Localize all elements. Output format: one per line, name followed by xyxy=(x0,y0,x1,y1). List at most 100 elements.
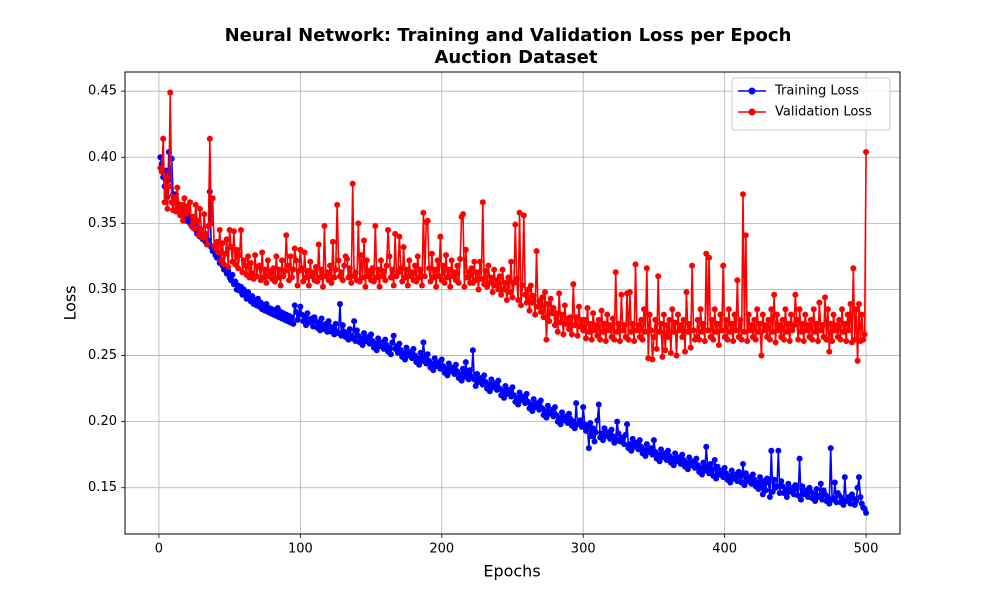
legend-label: Training Loss xyxy=(774,84,859,99)
data-point xyxy=(643,265,650,272)
data-point xyxy=(775,447,782,454)
data-point xyxy=(831,479,838,486)
data-point xyxy=(288,274,295,281)
data-point xyxy=(325,318,332,325)
data-point xyxy=(213,238,220,245)
data-point xyxy=(471,258,478,265)
data-point xyxy=(772,339,779,346)
data-point xyxy=(375,335,382,342)
data-point xyxy=(773,483,780,490)
data-point xyxy=(237,226,244,233)
data-point xyxy=(781,336,788,343)
data-point xyxy=(546,318,553,325)
data-point xyxy=(676,327,683,334)
data-point xyxy=(455,279,462,286)
data-point xyxy=(611,336,618,343)
data-point xyxy=(324,328,331,335)
data-point xyxy=(530,293,537,300)
data-point xyxy=(451,269,458,276)
data-point xyxy=(543,336,550,343)
data-point xyxy=(532,311,539,318)
data-point xyxy=(361,330,368,337)
y-tick-label: 0.45 xyxy=(88,84,117,99)
data-point xyxy=(403,344,410,351)
data-point xyxy=(585,445,592,452)
data-point xyxy=(731,311,738,318)
data-point xyxy=(247,260,254,267)
data-point xyxy=(252,252,259,259)
data-point xyxy=(786,338,793,345)
data-point xyxy=(683,289,690,296)
data-point xyxy=(527,282,534,289)
data-point xyxy=(216,226,223,233)
data-point xyxy=(551,322,558,329)
data-point xyxy=(417,266,424,273)
data-point xyxy=(472,277,479,284)
data-point xyxy=(573,314,580,321)
data-point xyxy=(816,299,823,306)
data-point xyxy=(263,279,270,286)
data-point xyxy=(445,360,452,367)
data-point xyxy=(622,431,629,438)
data-point xyxy=(428,250,435,257)
data-point xyxy=(765,479,772,486)
data-point xyxy=(748,322,755,329)
data-point xyxy=(841,320,848,327)
data-point xyxy=(851,336,858,343)
data-point xyxy=(520,212,527,219)
data-point xyxy=(614,328,621,335)
data-point xyxy=(462,359,469,366)
data-point xyxy=(728,320,735,327)
data-point xyxy=(581,316,588,323)
data-point xyxy=(502,382,509,389)
data-point xyxy=(496,273,503,280)
data-point xyxy=(554,328,561,335)
data-point xyxy=(636,437,643,444)
data-point xyxy=(304,267,311,274)
data-point xyxy=(260,274,267,281)
data-point xyxy=(775,327,782,334)
data-point xyxy=(648,445,655,452)
data-point xyxy=(344,256,351,263)
data-point xyxy=(844,311,851,318)
data-point xyxy=(799,320,806,327)
data-point xyxy=(577,417,584,424)
data-point xyxy=(444,274,451,281)
data-point xyxy=(358,252,365,259)
data-point xyxy=(597,336,604,343)
data-point xyxy=(228,244,235,251)
data-point xyxy=(540,314,547,321)
data-point xyxy=(353,327,360,334)
data-point xyxy=(235,265,242,272)
data-point xyxy=(171,193,178,200)
data-point xyxy=(697,306,704,313)
data-point xyxy=(657,446,664,453)
data-point xyxy=(196,205,203,212)
data-point xyxy=(680,316,687,323)
data-point xyxy=(590,310,597,317)
data-point xyxy=(375,266,382,273)
data-point xyxy=(783,493,790,500)
data-point xyxy=(550,304,557,311)
data-point xyxy=(389,339,396,346)
data-point xyxy=(657,320,664,327)
data-point xyxy=(397,265,404,272)
data-point xyxy=(846,327,853,334)
y-tick-label: 0.35 xyxy=(88,216,117,231)
data-point xyxy=(509,294,516,301)
data-point xyxy=(488,376,495,383)
data-point xyxy=(693,455,700,462)
data-point xyxy=(745,311,752,318)
data-point xyxy=(796,455,803,462)
data-point xyxy=(382,277,389,284)
data-point xyxy=(800,338,807,345)
data-point xyxy=(703,443,710,450)
data-point xyxy=(544,402,551,409)
data-point xyxy=(592,322,599,329)
x-tick-label: 300 xyxy=(571,542,596,557)
data-point xyxy=(696,336,703,343)
data-point xyxy=(420,209,427,216)
data-point xyxy=(469,347,476,354)
data-point xyxy=(174,184,181,191)
